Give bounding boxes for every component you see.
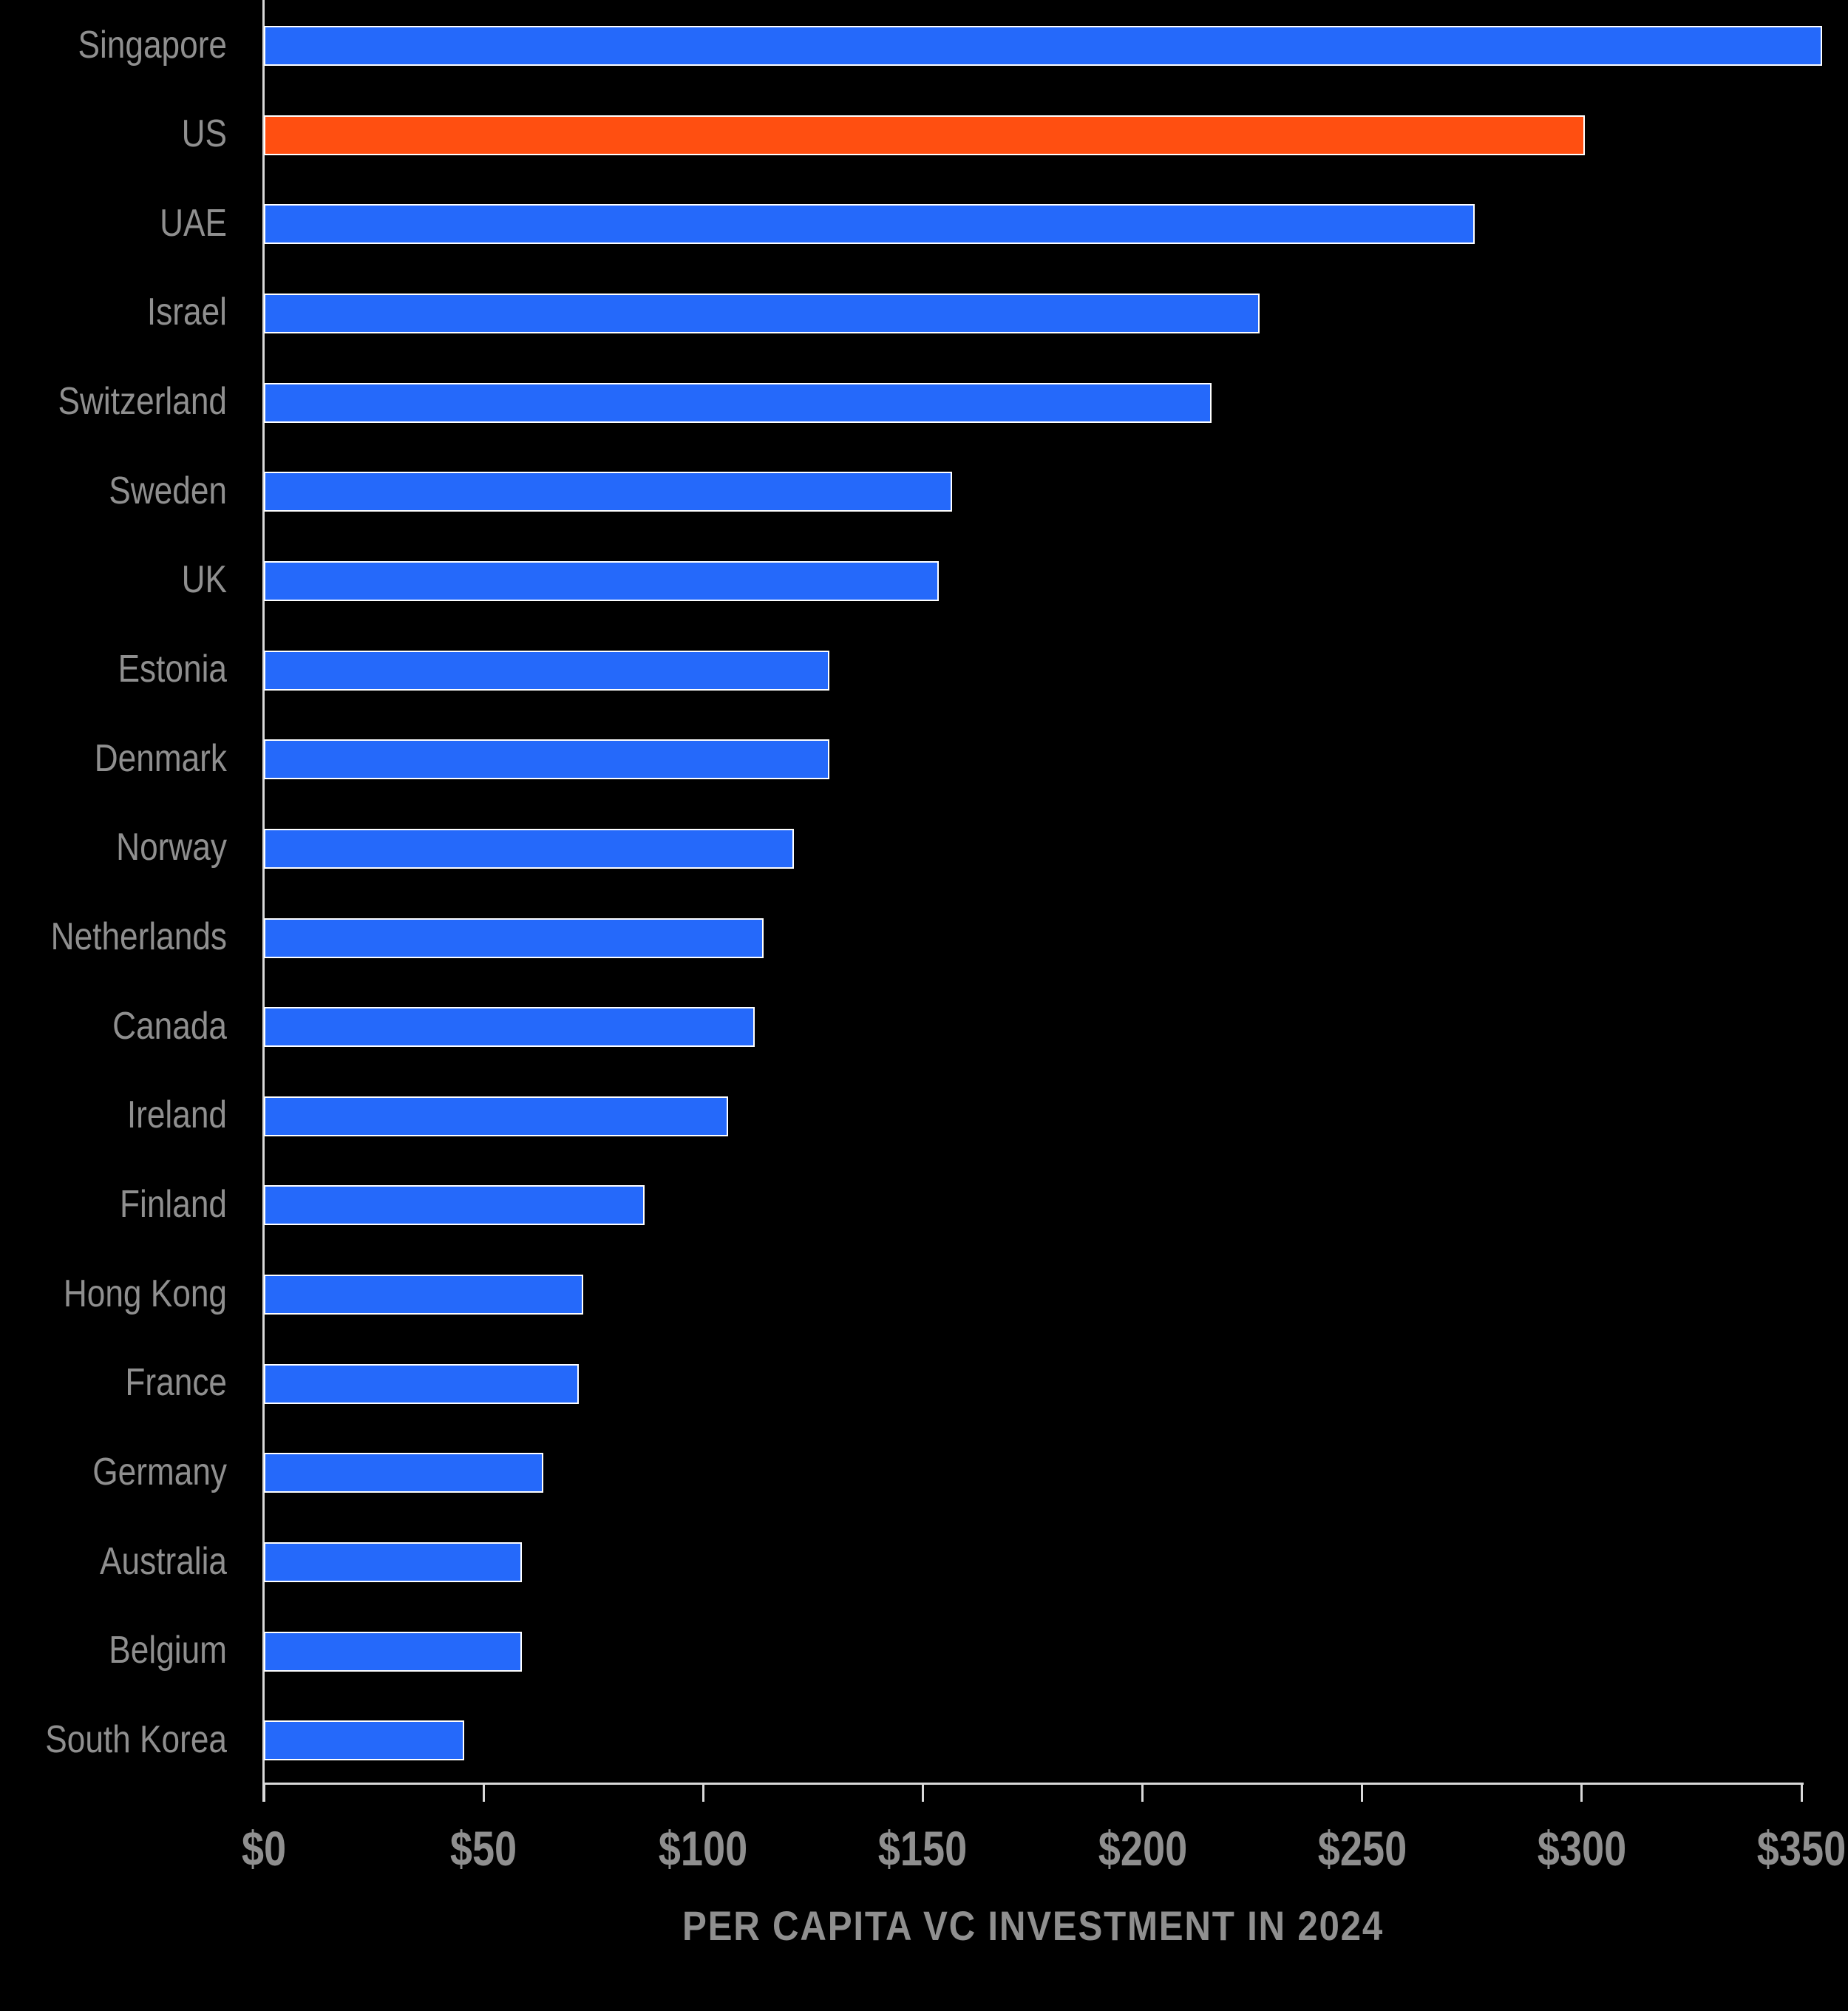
- bar: [264, 828, 795, 869]
- bar: [264, 115, 1585, 155]
- category-label: US: [181, 112, 227, 156]
- bar: [264, 1096, 728, 1136]
- category-label: Canada: [112, 1004, 227, 1048]
- bar: [264, 472, 953, 512]
- bar-row: Netherlands: [0, 892, 1848, 982]
- x-tick-label: $300: [1537, 1821, 1627, 1876]
- x-tick-label: $0: [241, 1821, 287, 1876]
- category-label: France: [125, 1361, 227, 1405]
- x-tick-mark: [921, 1784, 924, 1802]
- bar-row: Sweden: [0, 446, 1848, 535]
- category-label: Israel: [146, 291, 227, 334]
- bar-row: UAE: [0, 178, 1848, 268]
- x-tick-mark: [1800, 1784, 1803, 1802]
- category-label: Denmark: [94, 736, 227, 780]
- category-label: Australia: [100, 1539, 227, 1583]
- category-label: Netherlands: [50, 915, 227, 958]
- bar: [264, 1631, 522, 1672]
- category-label: Belgium: [109, 1629, 227, 1672]
- category-label: Singapore: [78, 23, 227, 67]
- category-label: Norway: [116, 826, 227, 869]
- x-tick-label: $350: [1756, 1821, 1847, 1876]
- category-label: Sweden: [109, 469, 227, 512]
- bar-row: Ireland: [0, 1071, 1848, 1160]
- bar-row: US: [0, 89, 1848, 179]
- bar: [264, 1007, 755, 1048]
- bar-row: South Korea: [0, 1695, 1848, 1784]
- x-axis-title: PER CAPITA VC INVESTMENT IN 2024: [682, 1902, 1385, 1949]
- bar-row: Denmark: [0, 713, 1848, 803]
- bar: [264, 918, 764, 958]
- bar: [264, 739, 829, 780]
- bar-row: UK: [0, 535, 1848, 625]
- bar-row: Canada: [0, 981, 1848, 1071]
- bar-row: Germany: [0, 1427, 1848, 1516]
- bar-row: Singapore: [0, 0, 1848, 89]
- bar: [264, 1453, 544, 1493]
- bar: [264, 1363, 579, 1404]
- x-tick-mark: [702, 1784, 704, 1802]
- category-label: Hong Kong: [63, 1272, 227, 1315]
- bar-row: Belgium: [0, 1606, 1848, 1695]
- x-tick-mark: [262, 1784, 265, 1802]
- bar: [264, 26, 1822, 66]
- bar-row: France: [0, 1338, 1848, 1428]
- bar-row: Finland: [0, 1159, 1848, 1249]
- bar-row: Israel: [0, 268, 1848, 357]
- bar: [264, 1275, 583, 1315]
- category-label: Germany: [92, 1450, 227, 1493]
- bar: [264, 1542, 522, 1583]
- bar: [264, 1185, 645, 1226]
- bar: [264, 1720, 465, 1761]
- x-tick-mark: [482, 1784, 485, 1802]
- bar-row: Australia: [0, 1516, 1848, 1606]
- bar-row: Hong Kong: [0, 1249, 1848, 1338]
- x-tick-label: $250: [1317, 1821, 1407, 1876]
- x-tick-label: $200: [1098, 1821, 1187, 1876]
- bar-row: Estonia: [0, 625, 1848, 714]
- bar-row: Norway: [0, 803, 1848, 892]
- category-label: Finland: [120, 1182, 227, 1226]
- x-tick-label: $150: [878, 1821, 968, 1876]
- x-axis-line: [262, 1783, 1804, 1785]
- bar: [264, 382, 1212, 423]
- category-label: Switzerland: [58, 380, 227, 424]
- category-label: Estonia: [118, 648, 227, 691]
- x-tick-mark: [1141, 1784, 1144, 1802]
- x-tick-label: $100: [659, 1821, 748, 1876]
- bar: [264, 293, 1260, 333]
- x-tick-mark: [1361, 1784, 1364, 1802]
- category-label: UAE: [160, 201, 227, 245]
- category-label: UK: [181, 558, 227, 602]
- bar-row: Switzerland: [0, 357, 1848, 447]
- y-axis-line: [262, 0, 265, 1802]
- bar: [264, 560, 940, 601]
- x-tick-mark: [1580, 1784, 1583, 1802]
- category-label: South Korea: [45, 1717, 227, 1761]
- x-tick-label: $50: [449, 1821, 517, 1876]
- bar: [264, 204, 1475, 245]
- bar: [264, 650, 829, 691]
- category-label: Ireland: [126, 1093, 227, 1137]
